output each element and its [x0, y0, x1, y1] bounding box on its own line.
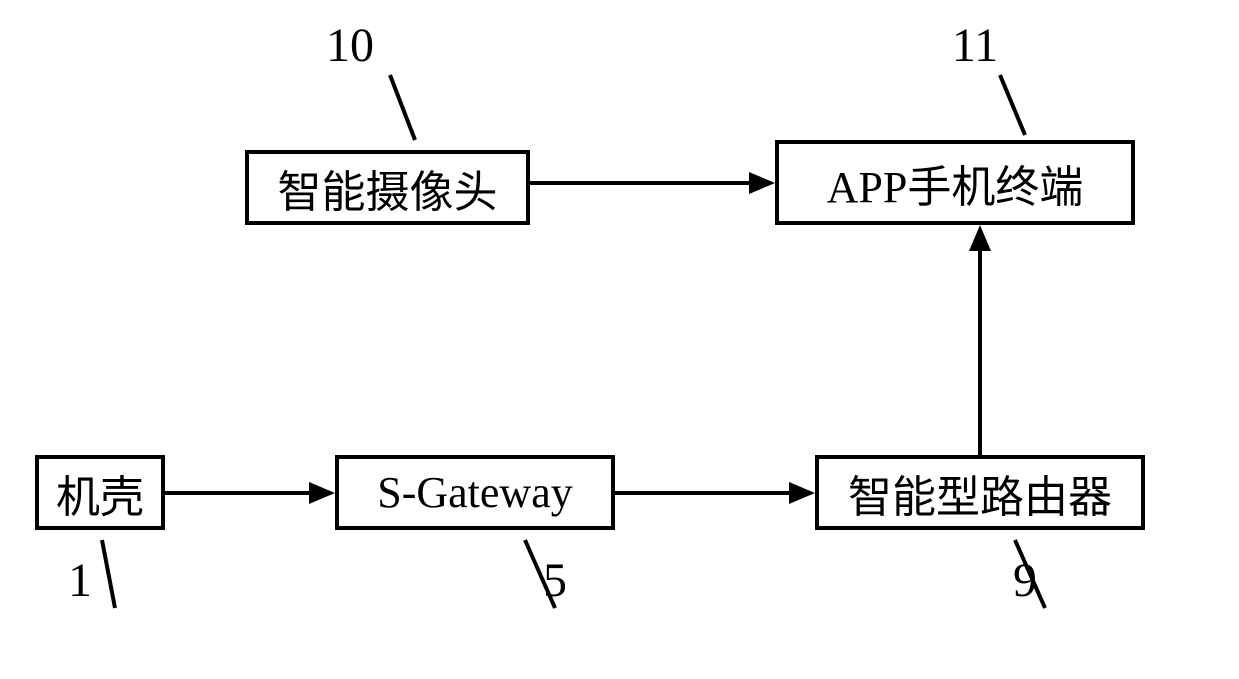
annotation-label-l1: 1 [40, 550, 120, 610]
annotation-text: 9 [1013, 553, 1037, 608]
node-n10: 智能摄像头 [245, 150, 530, 225]
annotation-text: 10 [326, 18, 374, 73]
node-label: 机壳 [56, 461, 144, 525]
node-n1: 机壳 [35, 455, 165, 530]
arrow-head-icon [749, 172, 775, 194]
node-n5: S-Gateway [335, 455, 615, 530]
leader-line [390, 75, 415, 140]
node-label: 智能型路由器 [848, 461, 1112, 525]
annotation-label-l11: 11 [935, 15, 1015, 75]
arrow-head-icon [309, 482, 335, 504]
node-label: 智能摄像头 [278, 156, 498, 220]
node-n9: 智能型路由器 [815, 455, 1145, 530]
node-label: S-Gateway [377, 467, 573, 518]
arrow-head-icon [789, 482, 815, 504]
diagram-canvas: 机壳 S-Gateway 智能型路由器 智能摄像头 APP手机终端 1 5 9 10 11 [0, 0, 1239, 679]
node-label: APP手机终端 [827, 151, 1084, 215]
annotation-text: 11 [952, 18, 998, 73]
annotation-text: 5 [543, 553, 567, 608]
annotation-label-l9: 9 [985, 550, 1065, 610]
node-n11: APP手机终端 [775, 140, 1135, 225]
annotation-label-l10: 10 [310, 15, 390, 75]
annotation-label-l5: 5 [515, 550, 595, 610]
leader-line [1000, 75, 1025, 135]
annotation-text: 1 [68, 553, 92, 608]
arrow-head-icon [969, 225, 991, 251]
